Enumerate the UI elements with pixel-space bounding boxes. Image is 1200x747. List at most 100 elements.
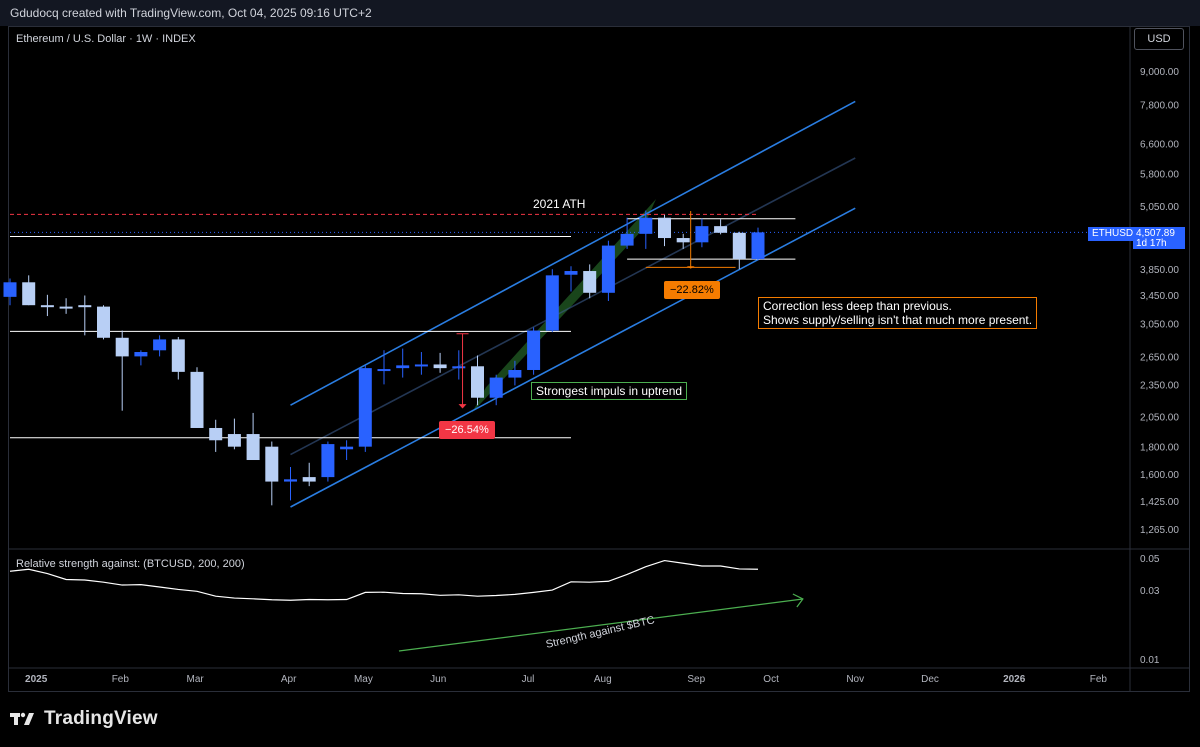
channel-upper-line xyxy=(290,100,856,406)
last-price-value: 4,507.89 xyxy=(1136,228,1175,239)
candle-body xyxy=(583,271,597,293)
time-tick-label: Jun xyxy=(430,674,446,685)
candle-body xyxy=(658,217,671,239)
strength-label: Strength against $BTC xyxy=(545,614,656,651)
price-tick-label: 2,050.00 xyxy=(1140,412,1179,423)
candle-body xyxy=(508,369,522,378)
candle-body xyxy=(751,232,765,260)
price-tick-label: 3,050.00 xyxy=(1140,320,1179,331)
relative-strength-line xyxy=(9,559,759,601)
candle-body xyxy=(620,233,634,246)
bar-countdown: 1d 17h xyxy=(1136,238,1167,249)
time-tick-label: Feb xyxy=(1090,674,1108,685)
time-tick-label: Oct xyxy=(763,674,779,685)
candle-body xyxy=(676,238,690,243)
candle-body xyxy=(209,427,223,441)
time-tick-label: Nov xyxy=(846,674,864,685)
candle-body xyxy=(265,446,279,482)
tradingview-logo-icon xyxy=(10,712,34,725)
price-tick-label: 2,650.00 xyxy=(1140,352,1179,363)
time-tick-label: Sep xyxy=(687,674,705,685)
indicator-tick-label: 0.05 xyxy=(1140,554,1160,565)
candle-body xyxy=(452,366,466,369)
candle-body xyxy=(340,446,354,450)
top-bar: Gdudocq created with TradingView.com, Oc… xyxy=(0,0,1200,26)
candle-body xyxy=(732,232,746,260)
price-tick-label: 7,800.00 xyxy=(1140,100,1179,111)
candle-body xyxy=(527,330,541,370)
time-tick-label: Dec xyxy=(921,674,939,685)
correction-note-line2: Shows supply/selling isn't that much mor… xyxy=(763,313,1033,327)
time-tick-label: Mar xyxy=(187,674,205,685)
price-tick-label: 1,425.00 xyxy=(1140,497,1179,508)
indicator-tick-label: 0.03 xyxy=(1140,586,1160,597)
strength-arrow-head xyxy=(792,593,804,608)
candle-body xyxy=(115,337,129,357)
price-tick-label: 3,450.00 xyxy=(1140,291,1179,302)
channel-mid-line xyxy=(290,157,856,456)
candle-body xyxy=(40,305,54,308)
symbol-price-tag: ETHUSD xyxy=(1088,227,1138,241)
price-tick-label: 1,265.00 xyxy=(1140,525,1179,536)
price-tick-label: 6,600.00 xyxy=(1140,139,1179,150)
candle-body xyxy=(489,377,503,398)
price-tick-label: 9,000.00 xyxy=(1140,67,1179,78)
brand-name: TradingView xyxy=(44,708,158,729)
candle-body xyxy=(714,226,728,233)
ath-label: 2021 ATH xyxy=(533,197,586,211)
candle-body xyxy=(171,339,185,372)
time-tick-label: Apr xyxy=(281,674,297,685)
candle-body xyxy=(433,364,447,369)
time-tick-label: Aug xyxy=(594,674,612,685)
candle-body xyxy=(22,282,36,306)
candle-body xyxy=(414,364,428,367)
candle-body xyxy=(284,479,297,482)
last-price-tag: 4,507.89 1d 17h xyxy=(1133,227,1185,249)
strength-arrow xyxy=(398,598,803,652)
candle-body xyxy=(59,306,73,309)
correction-note: Correction less deep than previous. Show… xyxy=(758,297,1038,329)
chart-frame xyxy=(8,26,1190,692)
candle-body xyxy=(190,371,204,428)
currency-button[interactable]: USD xyxy=(1134,28,1184,50)
candle-body xyxy=(227,434,241,447)
candle-body xyxy=(564,271,578,275)
footer xyxy=(0,692,1200,747)
time-tick-label: Jul xyxy=(522,674,535,685)
attribution-text: Gdudocq created with TradingView.com, Oc… xyxy=(10,6,372,20)
indicator-title: Relative strength against: (BTCUSD, 200,… xyxy=(16,558,245,570)
time-tick-label: 2026 xyxy=(1003,674,1026,685)
price-tick-label: 1,800.00 xyxy=(1140,443,1179,454)
indicator-tick-label: 0.01 xyxy=(1140,655,1160,666)
candle-body xyxy=(246,434,260,461)
candle-body xyxy=(601,245,615,293)
time-tick-label: May xyxy=(354,674,373,685)
time-tick-label: Feb xyxy=(112,674,130,685)
candle-body xyxy=(471,366,484,398)
candle-body xyxy=(321,444,335,478)
price-tick-label: 2,350.00 xyxy=(1140,380,1179,391)
symbol-title: Ethereum / U.S. Dollar · 1W · INDEX xyxy=(16,33,196,45)
price-tick-label: 5,800.00 xyxy=(1140,170,1179,181)
candle-body xyxy=(377,369,391,372)
candle-body xyxy=(545,275,559,331)
chart-svg[interactable]: 1,265.00 1,425.00 1,600.00 1,800.00 2,050.00… xyxy=(0,0,1200,692)
correction-note-line1: Correction less deep than previous. xyxy=(763,299,952,313)
drawdown-label-second: −22.82% xyxy=(664,281,720,299)
tradingview-logo[interactable]: TradingView xyxy=(10,708,158,730)
candle-body xyxy=(358,368,372,447)
candle-body xyxy=(134,352,148,357)
candle-body xyxy=(695,226,709,243)
drawdown-measure-first-arrow xyxy=(458,404,467,409)
candle-body xyxy=(78,305,92,308)
price-tick-label: 5,050.00 xyxy=(1140,202,1179,213)
price-tick-label: 3,850.00 xyxy=(1140,265,1179,276)
candle-body xyxy=(97,306,110,338)
drawdown-measure-second-arrow xyxy=(686,266,695,269)
impulse-note: Strongest impuls in uptrend xyxy=(531,382,688,400)
candle-body xyxy=(639,217,653,234)
candle-body xyxy=(302,477,316,482)
candle-body xyxy=(396,365,410,369)
candle-body xyxy=(3,282,17,297)
price-tick-label: 1,600.00 xyxy=(1140,470,1179,481)
